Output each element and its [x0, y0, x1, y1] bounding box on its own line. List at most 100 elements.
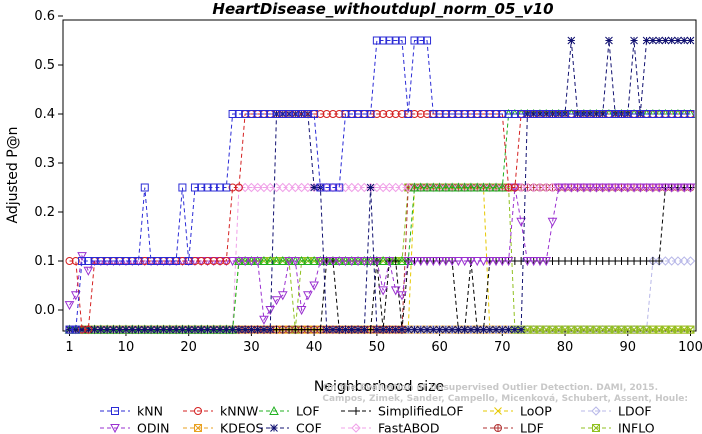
series-knn [65, 36, 695, 334]
data-point-cof [134, 325, 143, 334]
legend-marker-kdeos [194, 424, 202, 432]
data-point-odin [359, 257, 370, 267]
data-point-knn [548, 110, 557, 118]
data-point-knn [385, 36, 394, 45]
data-point-cof [260, 325, 268, 334]
legend-label-fastabod: FastABOD [378, 421, 440, 434]
legend-marker-ldf [494, 424, 503, 432]
data-point-knn [228, 110, 237, 118]
data-point-knn [316, 183, 325, 192]
data-point-knnw [397, 110, 406, 118]
data-point-simplifiedlof [391, 257, 400, 265]
data-point-knn [636, 110, 645, 118]
data-point-odin [372, 257, 382, 267]
data-point-knn [140, 183, 149, 192]
legend-marker-knnw [194, 407, 202, 415]
data-point-fastabod [265, 182, 275, 193]
data-point-odin [353, 257, 363, 267]
data-point-fastabod [384, 182, 395, 193]
data-point-knnw [178, 257, 187, 265]
data-point-knn [517, 110, 526, 118]
y-tick-label: 0.3 [34, 156, 55, 171]
data-point-knnw [510, 183, 519, 192]
data-point-ldof [441, 324, 451, 335]
data-point-odin [604, 183, 614, 193]
legend-label-cof: COF [296, 421, 322, 434]
data-point-odin [422, 257, 432, 267]
data-point-odin [227, 257, 238, 267]
data-point-knnw [391, 110, 400, 118]
data-point-cof [542, 110, 551, 118]
data-point-inflo [686, 325, 695, 334]
data-point-knn [278, 110, 287, 118]
data-point-odin [673, 183, 683, 193]
data-point-ldof [434, 324, 445, 335]
data-point-knn [623, 110, 632, 118]
data-point-cof [517, 325, 525, 334]
data-point-knn [153, 257, 162, 265]
data-point-simplifiedlof [316, 325, 325, 334]
legend-marker-knn [111, 407, 119, 415]
data-point-knnw [316, 110, 325, 118]
data-point-cof [416, 325, 425, 334]
data-point-knnw [209, 257, 218, 265]
data-point-lof [491, 182, 501, 192]
data-point-knnw [379, 110, 388, 118]
legend-marker-ldof [591, 406, 601, 416]
data-point-cof [153, 325, 162, 334]
data-point-knn [285, 110, 294, 118]
data-point-odin [252, 257, 263, 267]
legend-marker-simplifiedlof [352, 407, 360, 415]
x-tick-label: 1 [65, 340, 73, 355]
data-point-odin [390, 286, 401, 296]
data-point-knn [604, 110, 613, 118]
data-point-cof [90, 325, 99, 334]
y-tick-label: 0.1 [34, 254, 55, 269]
data-point-knn [78, 257, 87, 265]
data-point-cof [228, 325, 237, 334]
data-point-knn [454, 110, 463, 118]
data-point-odin [290, 257, 301, 267]
y-tick-label: 0.5 [34, 58, 55, 73]
data-point-lof [441, 182, 451, 192]
data-point-knn [542, 110, 551, 118]
data-point-knn [529, 110, 538, 118]
data-point-knnw [203, 257, 212, 265]
data-point-lof [484, 182, 495, 192]
data-point-fastabod [372, 182, 382, 193]
data-point-odin [522, 257, 533, 267]
data-point-odin [491, 257, 501, 267]
data-point-cof [460, 325, 469, 334]
data-point-cof [266, 325, 275, 334]
data-point-cof [498, 325, 507, 334]
data-point-odin [328, 257, 338, 267]
data-point-lof [428, 182, 439, 192]
data-point-cof [655, 36, 663, 45]
data-point-knn [291, 110, 300, 118]
legend-marker-loop [494, 407, 502, 415]
data-point-knn [429, 110, 438, 118]
data-point-cof [78, 325, 86, 334]
data-point-lof [453, 182, 464, 192]
data-point-knnw [78, 325, 87, 334]
data-point-knnw [71, 257, 80, 265]
data-point-cof [661, 36, 670, 45]
data-point-odin [459, 257, 470, 267]
data-point-knn [128, 257, 137, 265]
plot-area: 0.0 0.1 0.2 0.3 0.4 0.5 0.6 1 10 20 30 40 50 60 70 80 90… [34, 9, 702, 355]
data-point-knn [354, 110, 363, 118]
data-point-cof [667, 36, 676, 45]
data-point-knn [598, 110, 607, 118]
data-point-knn [366, 110, 375, 118]
data-point-ldof [685, 256, 696, 266]
data-point-knnw [190, 257, 199, 265]
data-point-knn [573, 110, 582, 118]
watermark-line-2: Campos, Zimek, Sander, Campello, Micenko… [322, 394, 688, 404]
data-point-knn [121, 257, 130, 265]
legend-marker-inflo [592, 424, 600, 432]
data-point-cof [473, 325, 482, 334]
data-point-knn [190, 183, 199, 192]
data-point-odin [315, 257, 326, 267]
data-point-cof [322, 325, 331, 334]
data-point-knn [648, 110, 657, 118]
